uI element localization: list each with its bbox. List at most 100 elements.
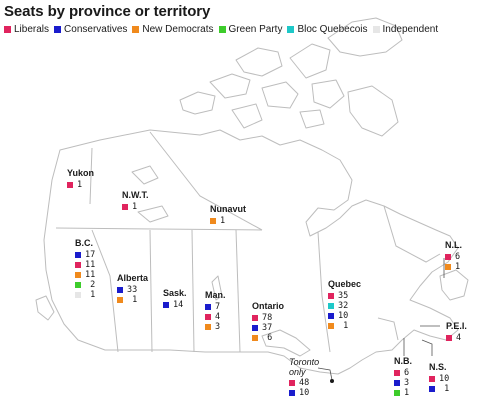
region-name: N.S. — [429, 362, 447, 372]
seat-count: 4 — [215, 312, 221, 322]
region-name: Quebec — [328, 279, 362, 289]
party-swatch — [328, 293, 334, 299]
seat-count: 35 — [338, 291, 349, 301]
seat-count: 6 — [455, 252, 461, 262]
seat-row-con: 3 — [394, 378, 412, 388]
seat-count: 1 — [220, 216, 226, 226]
party-swatch — [445, 264, 451, 270]
seat-row-ind: 1 — [75, 290, 95, 300]
legend-item-grn: Green Party — [218, 23, 283, 35]
region-nunavut: Nunavut 1 — [210, 204, 246, 226]
region-yukon: Yukon 1 — [67, 168, 94, 190]
seat-count: 6 — [404, 368, 410, 378]
legend-label: Independent — [382, 23, 439, 35]
region-bc: B.C. 17 11 11 2 1 — [75, 238, 95, 300]
arctic-island — [261, 81, 299, 109]
seat-row-lib: 11 — [75, 260, 95, 270]
seat-count: 17 — [85, 250, 96, 260]
region-ns: N.S. 10 1 — [429, 362, 449, 394]
region-name: Alberta — [117, 273, 149, 283]
party-swatch — [67, 182, 73, 188]
border-ontario-quebec — [317, 231, 331, 353]
arctic-island — [347, 85, 399, 137]
mainland — [43, 129, 459, 375]
seat-count: 48 — [299, 378, 310, 388]
border-alberta-sask — [149, 229, 153, 353]
party-swatch — [328, 323, 334, 329]
legend-label: Green Party — [228, 23, 283, 35]
region-name: N.L. — [445, 240, 462, 250]
region-name: Sask. — [163, 288, 187, 298]
seat-count: 3 — [404, 378, 410, 388]
party-swatch — [122, 204, 128, 210]
seat-row-ndp: 1 — [117, 295, 148, 305]
great-slave-lake — [137, 205, 169, 223]
legend-label: Bloc Quebecois — [297, 23, 368, 35]
newfoundland-island — [439, 269, 469, 301]
region-nb: N.B. 6 3 1 — [394, 356, 412, 398]
seat-row-con: 7 — [205, 302, 226, 312]
region-man: Man. 7 4 3 — [205, 290, 226, 332]
party-swatch — [429, 376, 435, 382]
seat-row-ndp: 1 — [210, 216, 246, 226]
party-swatch — [75, 292, 81, 298]
legend-label: Liberals — [14, 23, 50, 35]
arctic-island — [289, 43, 331, 79]
seat-count: 37 — [262, 323, 273, 333]
region-ontario: Ontario 78 37 6 — [252, 301, 284, 343]
seat-row-grn: 2 — [75, 280, 95, 290]
seat-count: 1 — [77, 180, 83, 190]
party-swatch — [252, 325, 258, 331]
region-name: Yukon — [67, 168, 95, 178]
seat-row-con: 17 — [75, 250, 95, 260]
seat-row-ndp: 11 — [75, 270, 95, 280]
vancouver-island — [35, 295, 55, 321]
legend: Liberals Conservatives New Democrats Green … — [4, 22, 443, 36]
border-territories-south — [55, 227, 263, 231]
seat-row-lib: 35 — [328, 291, 361, 301]
legend-swatch — [54, 25, 62, 33]
leader-toronto — [317, 367, 333, 381]
great-lakes — [261, 329, 311, 357]
arctic-island — [299, 109, 325, 129]
seat-row-ndp: 3 — [205, 322, 226, 332]
seat-row-lib: 10 — [429, 374, 449, 384]
region-name: Ontario — [252, 301, 285, 311]
region-name: Man. — [205, 290, 226, 300]
seat-row-con: 37 — [252, 323, 284, 333]
seat-row-lib: 1 — [122, 202, 149, 212]
party-swatch — [394, 380, 400, 386]
seat-row-grn: 1 — [394, 388, 412, 398]
seat-count: 14 — [173, 300, 184, 310]
seat-count: 78 — [262, 313, 273, 323]
party-swatch — [75, 282, 81, 288]
party-swatch — [75, 272, 81, 278]
region-name: N.W.T. — [122, 190, 149, 200]
legend-item-ndp: New Democrats — [132, 24, 214, 35]
legend-swatch — [218, 25, 226, 33]
leader-ns — [421, 339, 433, 356]
party-swatch — [205, 304, 211, 310]
party-swatch — [252, 335, 258, 341]
seat-count: 11 — [85, 260, 96, 270]
region-name: Toronto only — [289, 357, 320, 377]
seat-count: 1 — [85, 290, 96, 300]
legend-item-lib: Liberals — [4, 24, 49, 35]
party-swatch — [163, 302, 169, 308]
region-alberta: Alberta 33 1 — [117, 273, 148, 305]
party-swatch — [205, 314, 211, 320]
legend-item-ind: Independent — [372, 23, 439, 35]
seat-count: 4 — [456, 333, 462, 343]
legend-swatch — [287, 25, 295, 33]
seat-count: 7 — [215, 302, 221, 312]
seat-row-ndp: 1 — [445, 262, 462, 272]
seat-count: 11 — [85, 270, 96, 280]
region-nwt: N.W.T. 1 — [122, 190, 149, 212]
border-quebec-nb — [377, 317, 399, 341]
seat-row-con: 14 — [163, 300, 187, 310]
seat-count: 10 — [299, 388, 310, 398]
region-toronto: Toronto only 48 10 — [289, 357, 323, 398]
party-swatch — [446, 335, 452, 341]
seat-count: 32 — [338, 301, 349, 311]
region-name: B.C. — [75, 238, 93, 248]
